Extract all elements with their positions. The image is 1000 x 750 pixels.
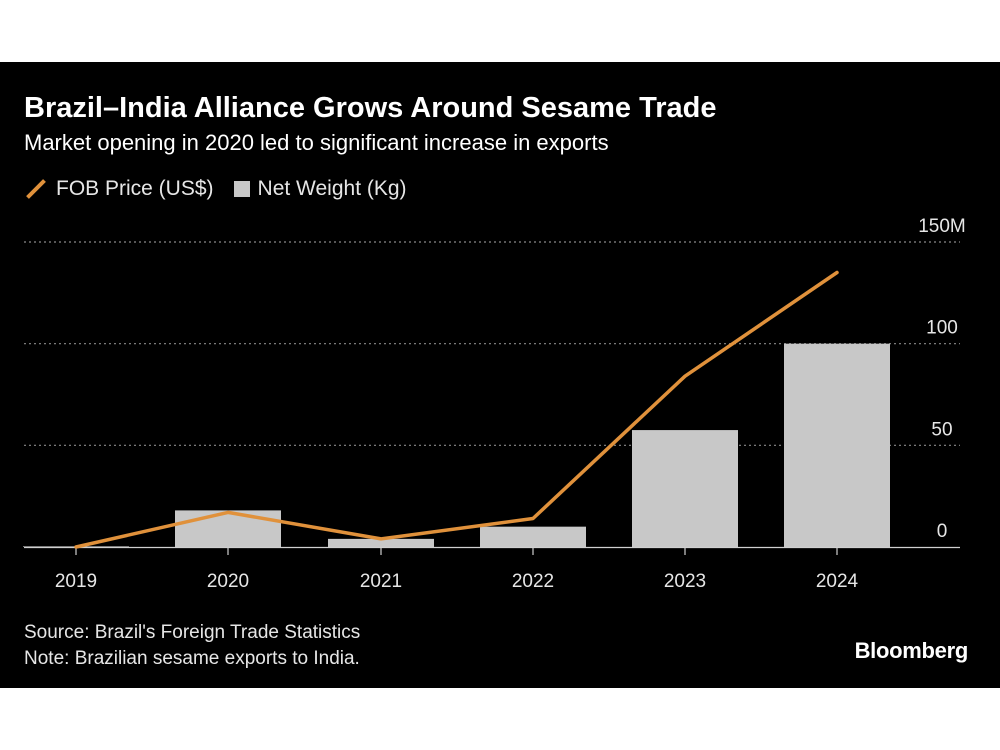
legend: FOB Price (US$) Net Weight (Kg) [24, 176, 427, 202]
legend-item-net-weight: Net Weight (Kg) [233, 177, 407, 201]
legend-label-fob-price: FOB Price (US$) [56, 177, 214, 200]
legend-item-fob-price: FOB Price (US$) [24, 177, 214, 201]
bar-net-weight [328, 538, 434, 547]
y-tick-label: 50 [931, 419, 952, 440]
x-tick-label: 2023 [664, 571, 706, 592]
y-tick-label: 0 [937, 521, 948, 542]
source-text: Source: Brazil's Foreign Trade Statistic… [24, 622, 361, 643]
x-tick-label: 2024 [816, 571, 859, 592]
bar-net-weight [632, 430, 738, 547]
y-tick-label: 100 [926, 318, 958, 339]
x-tick-label: 2019 [55, 571, 97, 592]
x-tick-label: 2022 [512, 571, 554, 592]
line-fob-price [74, 270, 839, 549]
legend-label-net-weight: Net Weight (Kg) [257, 177, 407, 200]
note-text: Note: Brazilian sesame exports to India. [24, 648, 360, 669]
bar-net-weight [784, 343, 890, 547]
bloomberg-logo: Bloomberg [854, 638, 969, 663]
bar-net-weight [175, 510, 281, 547]
chart-container: Brazil–India Alliance Grows Around Sesam… [0, 62, 1000, 688]
y-tick-label: 150M [918, 216, 966, 237]
plot-area: 0 50 100 150M 2019 2020 2021 2022 2023 2024 [23, 216, 966, 592]
chart-title: Brazil–India Alliance Grows Around Sesam… [24, 92, 717, 124]
legend-box-swatch [233, 181, 250, 197]
chart-subtitle: Market opening in 2020 led to significan… [24, 130, 609, 155]
x-tick-label: 2021 [360, 571, 402, 592]
bar-net-weight [480, 526, 586, 547]
x-tick-label: 2020 [207, 571, 249, 592]
